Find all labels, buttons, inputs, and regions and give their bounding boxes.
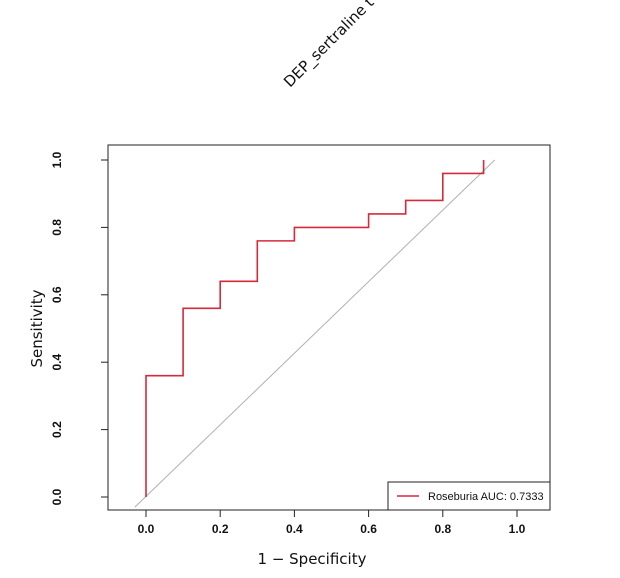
plot-area-border [107,144,551,511]
series-layer [145,160,485,497]
y-axis: 0.0 0.2 0.4 0.6 0.8 1.0 [50,151,109,505]
y-tick-label: 0.8 [50,219,64,236]
legend-label: Roseburia AUC: 0.7333 [428,491,544,503]
x-tick-label: 0.6 [360,522,377,536]
y-tick-label: 0.4 [50,354,64,371]
roc-curve-line [145,160,485,497]
x-tick-label: 0.2 [212,522,229,536]
y-tick-label: 0.2 [50,421,64,438]
x-tick-label: 0.0 [138,522,155,536]
x-tick-label: 0.4 [286,522,303,536]
legend: Roseburia AUC: 0.7333 [387,481,551,511]
y-tick-label: 0.6 [50,286,64,303]
y-axis-title: Sensitivity [28,289,46,367]
x-tick-label: 1.0 [509,522,526,536]
chart-title: DEP_sertraline t [280,0,378,92]
x-axis-title: 1 − Specificity [258,550,367,568]
y-tick-label: 0.0 [50,488,64,505]
x-tick-label: 0.8 [434,522,451,536]
x-axis: 0.0 0.2 0.4 0.6 0.8 1.0 [138,509,526,536]
reference-diagonal-line [134,159,496,508]
y-tick-label: 1.0 [50,151,64,168]
